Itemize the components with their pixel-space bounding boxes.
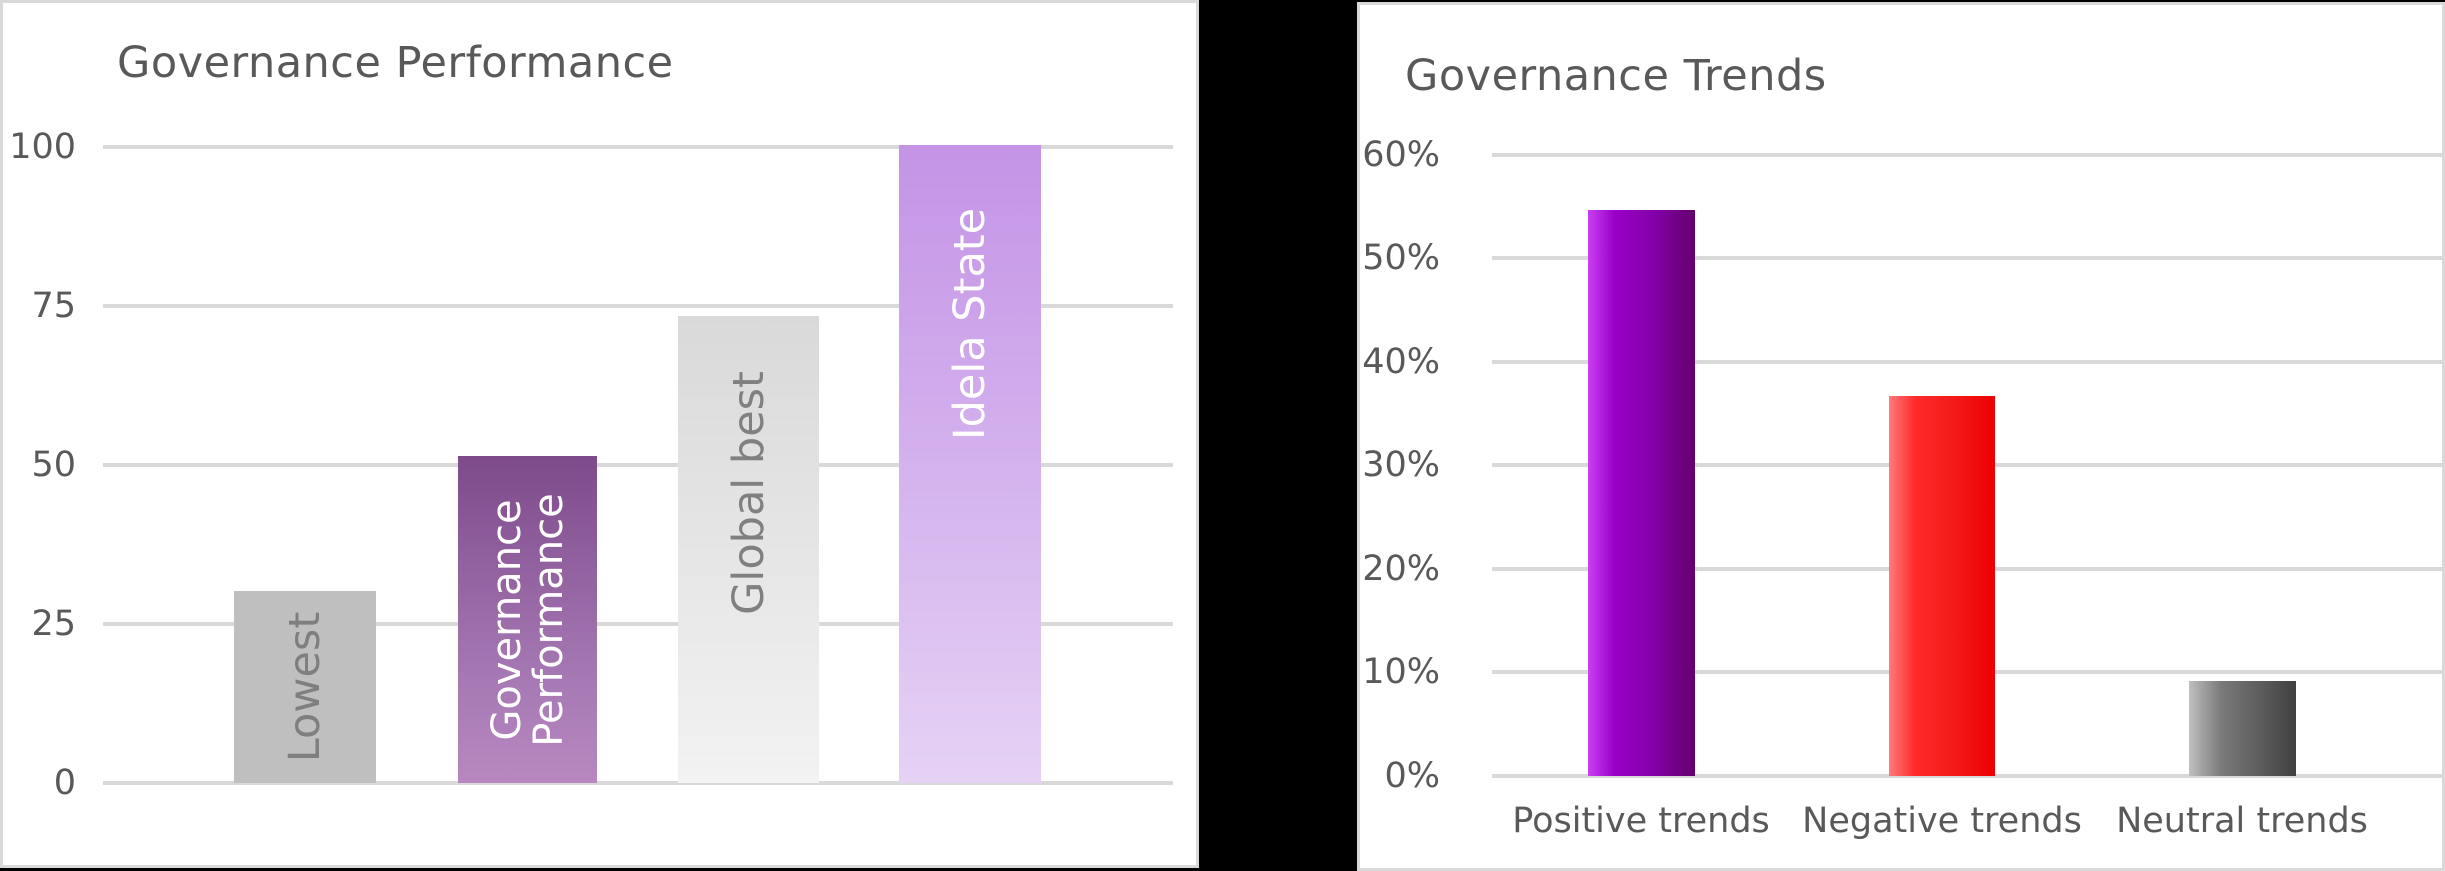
y-tick-0: 0% — [1384, 756, 1440, 796]
bar-global-best[interactable]: Global best — [678, 316, 819, 783]
bar-negative-trends[interactable] — [1889, 396, 1995, 776]
y-tick-30: 30% — [1362, 445, 1440, 485]
y-tick-10: 10% — [1362, 652, 1440, 692]
y-tick-0: 0 — [53, 763, 76, 803]
bar-label-global-best: Global best — [723, 371, 774, 616]
x-tick-neutral-trends: Neutral trends — [2116, 801, 2368, 841]
bar-label-lowest: Lowest — [280, 611, 330, 763]
bar-positive-trends[interactable] — [1588, 210, 1695, 776]
gridline-50 — [103, 463, 1173, 467]
chart-title: Governance Performance — [117, 38, 674, 88]
gridline-50 — [1492, 256, 2445, 260]
bar-label-governance-performance: Governance Performance — [483, 492, 572, 747]
bar-lowest[interactable]: Lowest — [234, 591, 376, 783]
gridline-0 — [103, 781, 1173, 785]
gridline-75 — [103, 304, 1173, 308]
y-tick-50: 50 — [31, 445, 76, 485]
x-tick-negative-trends: Negative trends — [1802, 801, 2082, 841]
bar-label-ideal-state: Idela State — [945, 207, 995, 440]
y-tick-40: 40% — [1362, 342, 1440, 382]
gridline-40 — [1492, 360, 2445, 364]
gridline-60 — [1492, 153, 2445, 157]
gridline-25 — [103, 622, 1173, 626]
y-tick-20: 20% — [1362, 549, 1440, 589]
y-tick-100: 100 — [9, 127, 76, 167]
x-tick-positive-trends: Positive trends — [1512, 801, 1770, 841]
governance-trends-chart: Governance Trends 60% 50% 40% 30% 20% 10… — [1357, 2, 2445, 871]
bar-neutral-trends[interactable] — [2189, 681, 2296, 776]
bar-ideal-state[interactable]: Idela State — [899, 145, 1041, 783]
y-tick-50: 50% — [1362, 238, 1440, 278]
y-tick-75: 75 — [31, 286, 76, 326]
governance-performance-chart: Governance Performance 100 75 50 25 0 Lo… — [0, 0, 1199, 868]
gridline-100 — [103, 145, 1173, 149]
y-tick-60: 60% — [1362, 135, 1440, 175]
gridline-0 — [1492, 774, 2445, 778]
y-tick-25: 25 — [31, 604, 76, 644]
chart-title: Governance Trends — [1405, 51, 1827, 101]
bar-governance-performance[interactable]: Governance Performance — [458, 456, 597, 783]
